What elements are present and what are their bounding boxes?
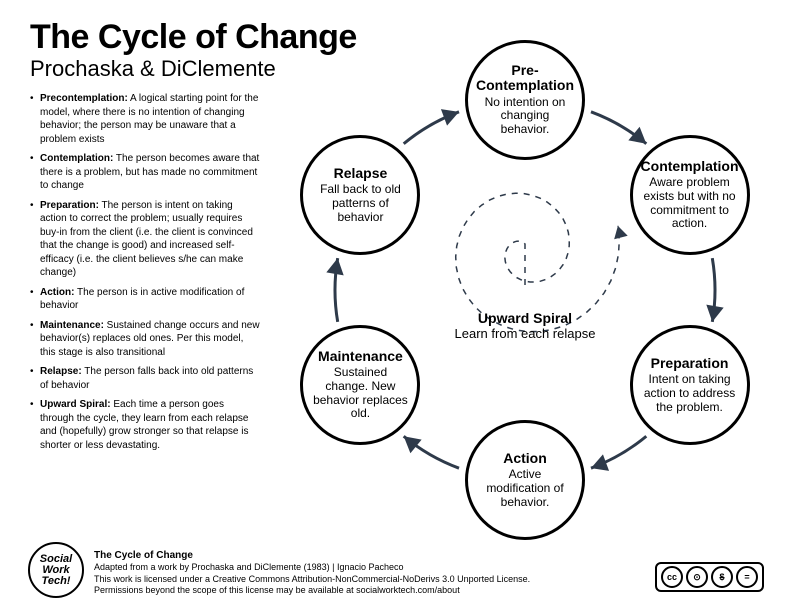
node-desc: Aware problem exists but with no commitm… [641,176,739,231]
node-title: Relapse [334,166,388,181]
node-title: Contemplation [641,159,739,174]
definition-item: Precontemplation: A logical starting poi… [30,92,260,146]
arrow-head-icon [404,436,422,453]
footer-line1: The Cycle of Change [94,550,530,563]
definitions-list: Precontemplation: A logical starting poi… [30,92,260,458]
spiral-desc: Learn from each relapse [455,326,596,341]
definition-item: Contemplation: The person becomes aware … [30,152,260,193]
logo-badge: Social Work Tech! [28,542,84,598]
spiral-label: Upward Spiral Learn from each relapse [435,310,615,341]
definition-item: Action: The person is in active modifica… [30,286,260,313]
cc-badge-by: ⊙ [686,566,708,588]
footer-text: The Cycle of Change Adapted from a work … [94,550,530,596]
spiral-title: Upward Spiral [478,310,572,326]
cc-license-badge: cc⊙$= [655,562,764,592]
definition-item: Upward Spiral: Each time a person goes t… [30,398,260,452]
definition-item: Maintenance: Sustained change occurs and… [30,319,260,360]
footer-line2: Adapted from a work by Prochaska and DiC… [94,562,530,573]
definition-term: Action: [40,287,74,298]
definition-item: Relapse: The person falls back into old … [30,365,260,392]
node-title: Pre-Contemplation [476,63,574,94]
node-title: Maintenance [318,349,403,364]
cycle-node-relapse: Relapse Fall back to old patterns of beha… [300,135,420,255]
cycle-node-precontemplation: Pre-ContemplationNo intention on changin… [465,40,585,160]
cycle-node-maintenance: Maintenance Sustained change. New behavio… [300,325,420,445]
footer-line3: This work is licensed under a Creative C… [94,574,530,585]
definition-term: Precontemplation: [40,93,128,104]
node-desc: Intent on taking action to address the p… [641,373,739,414]
definition-term: Relapse: [40,366,82,377]
node-desc: Fall back to old patterns of behavior [311,183,409,224]
definition-term: Maintenance: [40,320,104,331]
spiral-arrow-icon [614,226,628,239]
definition-term: Upward Spiral: [40,399,111,410]
node-desc: No intention on changing behavior. [476,96,574,137]
node-desc: Sustained change. New behavior replaces … [311,366,409,421]
cycle-node-action: Action Active modification of behavior. [465,420,585,540]
definition-text: The person is intent on taking action to… [40,200,253,279]
definition-term: Contemplation: [40,153,113,164]
node-title: Action [503,451,547,466]
footer: Social Work Tech! The Cycle of Change Ad… [28,542,764,598]
cc-badge-nd: = [736,566,758,588]
page-subtitle: Prochaska & DiClemente [30,56,276,82]
cycle-diagram: Upward Spiral Learn from each relapse Pr… [260,10,790,550]
definition-term: Preparation: [40,200,99,211]
definition-item: Preparation: The person is intent on tak… [30,199,260,280]
footer-line4: Permissions beyond the scope of this lic… [94,585,530,596]
node-title: Preparation [651,356,729,371]
cc-badge-nc: $ [711,566,733,588]
arrow-head-icon [326,258,343,275]
cycle-node-contemplation: Contemplation Aware problem exists but wi… [630,135,750,255]
arrow-head-icon [706,305,723,322]
cc-badge-cc: cc [661,566,683,588]
cycle-node-preparation: Preparation Intent on taking action to ad… [630,325,750,445]
arrow-head-icon [628,127,646,144]
node-desc: Active modification of behavior. [476,468,574,509]
